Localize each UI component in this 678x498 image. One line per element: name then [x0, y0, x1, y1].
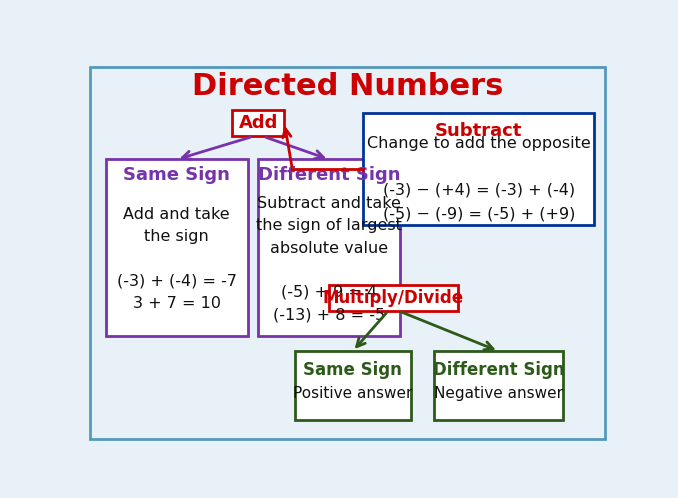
- FancyBboxPatch shape: [232, 110, 285, 136]
- Text: Same Sign: Same Sign: [123, 166, 230, 184]
- Text: Different Sign: Different Sign: [258, 166, 400, 184]
- Text: Add and take
the sign

(-3) + (-4) = -7
3 + 7 = 10: Add and take the sign (-3) + (-4) = -7 3…: [117, 207, 237, 311]
- FancyBboxPatch shape: [329, 285, 458, 311]
- FancyBboxPatch shape: [90, 67, 605, 439]
- Text: Negative answer: Negative answer: [434, 386, 563, 401]
- Text: Multiply/Divide: Multiply/Divide: [323, 289, 464, 307]
- FancyBboxPatch shape: [258, 159, 400, 336]
- Text: Subtract: Subtract: [435, 122, 523, 140]
- Text: Same Sign: Same Sign: [303, 362, 402, 379]
- Text: Directed Numbers: Directed Numbers: [192, 72, 503, 101]
- FancyBboxPatch shape: [363, 114, 595, 225]
- Text: Positive answer: Positive answer: [293, 386, 412, 401]
- Text: Subtract and take
the sign of largest
absolute value

(-5) + 9 = 4
(-13) + 8 = -: Subtract and take the sign of largest ab…: [256, 196, 402, 322]
- Text: Different Sign: Different Sign: [433, 362, 564, 379]
- FancyBboxPatch shape: [295, 351, 411, 420]
- Text: Change to add the opposite

(-3) − (+4) = (-3) + (-4)
(-5) − (-9) = (-5) + (+9): Change to add the opposite (-3) − (+4) =…: [367, 136, 591, 221]
- FancyBboxPatch shape: [434, 351, 563, 420]
- Text: Add: Add: [239, 114, 278, 132]
- FancyBboxPatch shape: [106, 159, 247, 336]
